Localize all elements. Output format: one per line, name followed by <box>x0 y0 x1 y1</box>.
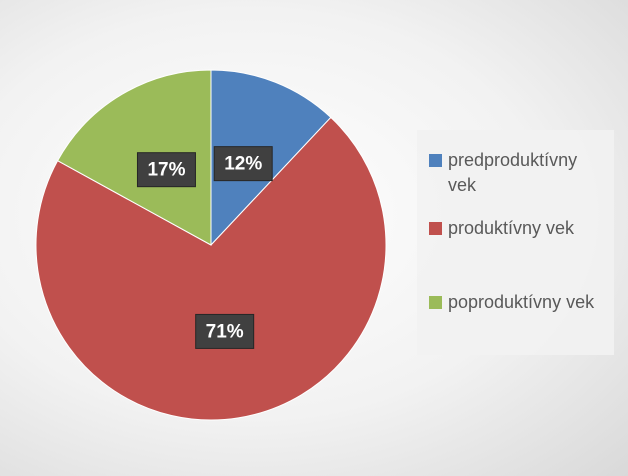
legend-label: produktívny vek <box>448 218 575 238</box>
legend-swatch <box>429 296 442 309</box>
legend-entry: produktívny vek <box>429 216 609 241</box>
value-label-box <box>195 313 255 349</box>
value-label: 12% <box>224 154 262 175</box>
legend-label: predproduktívny vek <box>448 150 578 195</box>
legend-swatch <box>429 154 442 167</box>
legend-swatch <box>429 222 442 235</box>
pie-slice <box>35 116 387 421</box>
legend: predproduktívny vek produktívny vek poprod… <box>417 130 614 355</box>
value-label-box <box>213 146 273 182</box>
legend-entry: predproduktívny vek <box>429 148 609 198</box>
legend-entry: poproduktívny vek <box>429 290 609 315</box>
value-label: 71% <box>206 321 244 342</box>
pie-slice <box>56 69 212 246</box>
legend-label: poproduktívny vek <box>448 292 595 312</box>
value-label-box <box>136 152 196 188</box>
value-label: 17% <box>147 160 185 181</box>
